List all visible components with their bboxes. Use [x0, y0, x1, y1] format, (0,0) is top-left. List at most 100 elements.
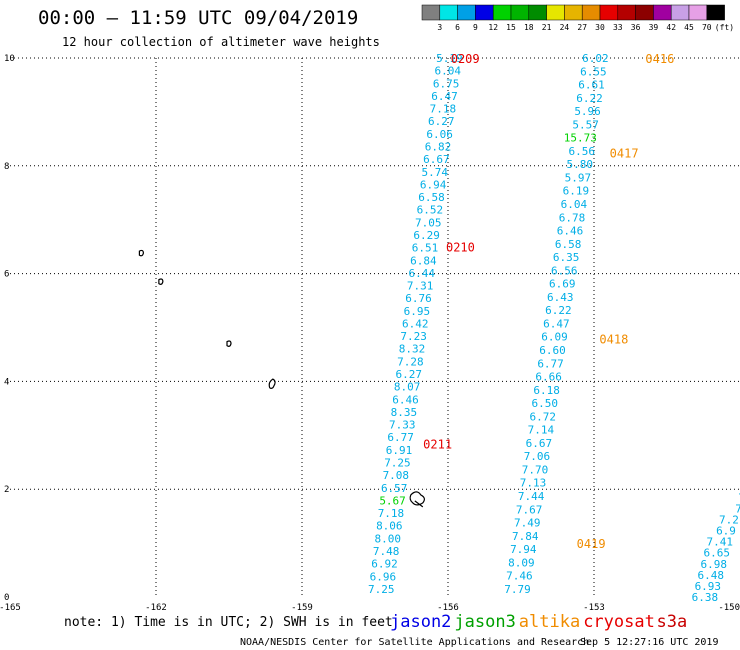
legend-unit: (ft): [715, 23, 734, 32]
legend-tick-label: 39: [649, 23, 659, 32]
chart-grid: [10, 57, 740, 597]
legend-swatch: [564, 4, 583, 21]
legend-swatch: [421, 4, 441, 21]
wave-height-label: 6.56: [568, 145, 595, 158]
wave-height-label: 5.80: [567, 158, 594, 171]
wave-height-label: 6.46: [557, 225, 584, 238]
wave-height-label: 6.67: [423, 153, 450, 166]
wave-height-label: 7.33: [389, 419, 416, 432]
wave-height-label: 5.97: [565, 171, 592, 184]
wave-height-label: 8.00: [374, 532, 401, 545]
coastline-island-2: [158, 278, 164, 285]
wave-height-label: 7.23: [400, 330, 427, 343]
wave-height-label: 7.18: [430, 103, 457, 116]
coastline-island-4: [268, 378, 276, 389]
x-tick-label: -153: [583, 603, 605, 613]
legend-tick-label: 33: [613, 23, 623, 32]
wave-height-label: 6.58: [555, 238, 582, 251]
wave-height-label: 6.18: [533, 384, 560, 397]
wave-height-label: 5.57: [572, 118, 599, 131]
wave-height-label: 6.06: [426, 128, 453, 141]
wave-height-label: 7.48: [373, 545, 400, 558]
legend-swatch: [510, 4, 530, 21]
y-tick-label: 8: [4, 162, 9, 172]
footer-credit: NOAA/NESDIS Center for Satellite Applica…: [240, 637, 589, 648]
wave-height-label: 7.84: [512, 530, 539, 543]
satellite-label: s3a: [657, 612, 688, 632]
legend-tick-label: 21: [542, 23, 552, 32]
legend-swatch: [546, 4, 565, 21]
y-tick-label: 0: [4, 593, 9, 603]
wave-height-label: 6.61: [578, 79, 605, 92]
wave-height-label: 6.98: [701, 558, 728, 571]
wave-height-label: 6.29: [413, 229, 440, 242]
wave-height-label: 7.79: [504, 583, 531, 596]
legend-tick-label: 9: [473, 23, 478, 32]
wave-height-label: 6.95: [404, 305, 431, 318]
wave-height-label: 7.67: [516, 503, 543, 516]
color-scale-legend: 3 6 9 12 15 18 21 24 27 30 33 36 39 42 45 70 (ft): [421, 4, 734, 32]
footer-note: note: 1) Time is in UTC; 2) SWH is in fe…: [64, 615, 393, 630]
wave-height-label: 6.60: [539, 344, 566, 357]
wave-height-label: 6.84: [410, 254, 437, 267]
pass-time-label: 0210: [446, 241, 475, 255]
legend-swatch: [688, 4, 708, 21]
wave-height-label: 7.06: [524, 450, 551, 463]
wave-height-label: 7.25: [384, 457, 411, 470]
wave-height-label: 6.56: [551, 264, 578, 277]
legend-tick-label: 24: [560, 23, 570, 32]
legend-swatch: [581, 4, 601, 21]
wave-height-label: 6.42: [402, 317, 429, 330]
y-tick-label: 4: [4, 377, 9, 387]
satellite-legend: jason2 jason3 altika cryosat s3a: [390, 612, 687, 632]
legend-swatch: [599, 4, 619, 21]
wave-height-label: 7.46: [506, 570, 533, 583]
wave-height-label: 6.50: [531, 397, 558, 410]
wave-height-label: 6.52: [417, 204, 444, 217]
wave-height-label: 7.25: [368, 583, 395, 596]
legend-swatch: [439, 4, 458, 21]
wave-height-label: 7.18: [378, 507, 405, 520]
x-tick-label: -150: [718, 603, 740, 613]
legend-tick-label: 3: [437, 23, 442, 32]
pass-time-label: 0417: [610, 146, 639, 160]
wave-height-label: 7.41: [706, 536, 733, 549]
wave-height-label: 6.76: [405, 292, 432, 305]
wave-height-label: 6.35: [553, 251, 580, 264]
wave-height-label: 5.96: [574, 105, 601, 118]
wave-height-label: 6.72: [530, 410, 557, 423]
legend-tick-label: 36: [631, 23, 641, 32]
legend-swatch: [492, 4, 512, 21]
legend-tick-label: 45: [684, 23, 694, 32]
wave-height-label: 6.22: [545, 304, 572, 317]
wave-height-label: 6.82: [425, 140, 452, 153]
x-tick-label: -159: [291, 603, 313, 613]
wave-height-label: 7: [735, 502, 740, 515]
satellite-label: altika: [519, 612, 580, 632]
coastline-group: [138, 249, 425, 508]
pass-time-label: 0416: [645, 52, 674, 66]
wave-height-label: 6.19: [563, 185, 590, 198]
wave-height-label: 6.67: [526, 437, 553, 450]
legend-swatch: [528, 4, 547, 21]
wave-height-label: 6.43: [547, 291, 574, 304]
coastline-island-5: [409, 491, 425, 508]
satellite-label: cryosat: [583, 612, 655, 632]
pass-time-label: 0209: [451, 52, 480, 66]
wave-height-label: 7.13: [520, 477, 547, 490]
wave-height-label: 8.06: [376, 520, 403, 533]
x-tick-label: -162: [145, 603, 167, 613]
legend-swatch: [457, 4, 476, 21]
wave-height-label: 7.49: [514, 517, 541, 530]
wave-height-label: 6.58: [418, 191, 445, 204]
legend-tick-label: 18: [524, 23, 534, 32]
wave-height-label: 6.92: [371, 558, 398, 571]
x-tick-label: -156: [437, 603, 459, 613]
wave-height-label: 7.08: [383, 469, 410, 482]
wave-height-label: 6.57: [381, 482, 408, 495]
coastline-island-3: [226, 340, 232, 347]
wave-height-label: 6.46: [392, 393, 419, 406]
satellite-label: jason2: [390, 612, 451, 632]
wave-height-label: 5.67: [379, 494, 406, 507]
